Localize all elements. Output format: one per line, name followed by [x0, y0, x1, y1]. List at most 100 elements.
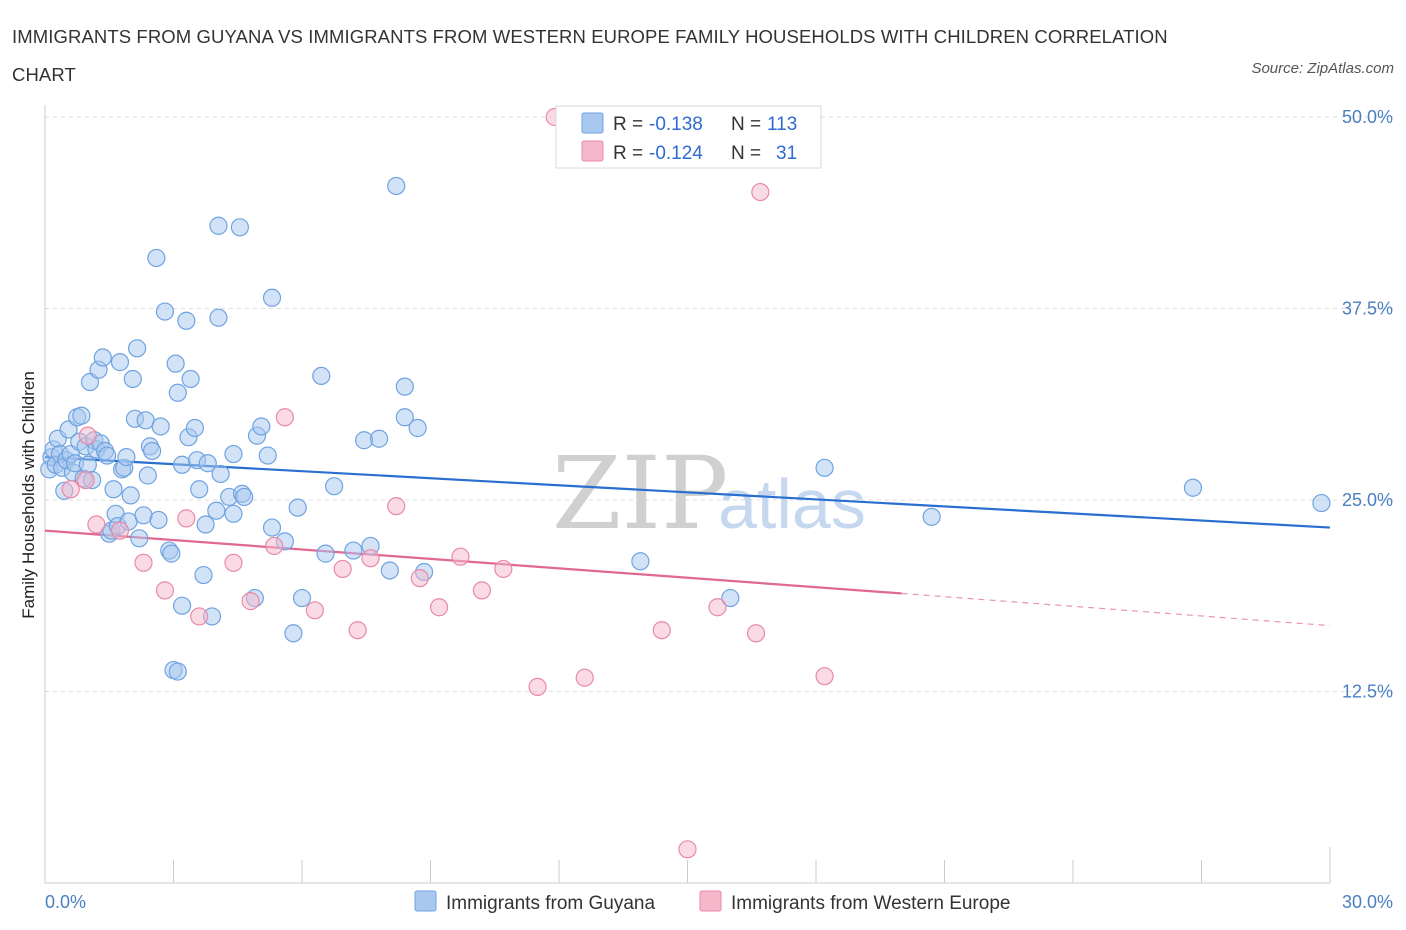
point-guyana-39: [123, 369, 142, 389]
point-western-europe-9: [224, 553, 243, 572]
point-guyana-90: [312, 366, 331, 386]
point-guyana-73: [211, 464, 230, 484]
point-western-europe-28: [708, 598, 727, 617]
point-guyana-53: [162, 544, 181, 563]
point-guyana-85: [262, 518, 282, 537]
point-guyana-43: [134, 506, 153, 525]
point-guyana-97: [380, 561, 399, 580]
point-guyana-100: [395, 377, 414, 396]
point-guyana-108: [1312, 493, 1331, 513]
point-guyana-88: [288, 498, 307, 517]
point-guyana-50: [151, 417, 170, 436]
point-guyana-48: [147, 248, 166, 268]
x-tick-labels: 0.0% 30.0%: [45, 892, 1393, 912]
y-tick-label-2: 37.5%: [1342, 299, 1393, 319]
point-guyana-91: [316, 544, 335, 563]
watermark-atlas: atlas: [718, 465, 866, 543]
point-guyana-75: [224, 444, 243, 464]
x-tick-label-0: 0.0%: [45, 892, 86, 912]
point-western-europe-31: [815, 667, 834, 686]
point-western-europe-1: [76, 470, 95, 490]
point-guyana-58: [172, 455, 192, 474]
point-guyana-62: [181, 369, 200, 389]
point-guyana-49: [149, 510, 168, 530]
point-guyana-87: [284, 624, 303, 643]
point-guyana-66: [194, 565, 213, 585]
point-western-europe-18: [410, 569, 429, 588]
point-guyana-96: [370, 429, 389, 448]
point-western-europe-29: [746, 624, 766, 643]
point-guyana-56: [166, 354, 185, 373]
legend-r-value-2: -0.124: [649, 143, 703, 164]
point-western-europe-5: [134, 553, 153, 572]
point-guyana-77: [230, 218, 249, 237]
point-guyana-106: [922, 507, 941, 526]
legend-n-value-2: 31: [776, 143, 797, 164]
point-western-europe-30: [751, 182, 770, 202]
legend-r-label-2: R =: [613, 143, 643, 164]
point-western-europe-23: [528, 677, 547, 697]
point-guyana-59: [172, 596, 192, 615]
point-guyana-104: [721, 588, 740, 608]
point-western-europe-0: [61, 480, 80, 499]
point-western-europe-21: [472, 581, 491, 600]
point-western-europe-3: [87, 515, 106, 534]
point-guyana-94: [355, 431, 374, 450]
legend-swatch-western-europe: [581, 140, 604, 162]
point-guyana-84: [262, 288, 282, 307]
point-western-europe-16: [361, 549, 380, 568]
point-guyana-47: [142, 441, 162, 461]
point-western-europe-25: [575, 668, 594, 687]
legend-n-label-2: N =: [731, 143, 761, 164]
point-guyana-71: [209, 216, 228, 235]
y-tick-label-0: 12.5%: [1342, 682, 1393, 702]
point-western-europe-15: [348, 621, 367, 640]
point-guyana-36: [117, 448, 136, 467]
point-guyana-99: [395, 408, 414, 427]
legend-r-value-1: -0.138: [649, 114, 703, 135]
point-western-europe-12: [275, 408, 294, 427]
point-guyana-68: [198, 454, 217, 473]
data-points: [40, 107, 1331, 859]
point-western-europe-7: [177, 509, 196, 528]
point-guyana-82: [252, 417, 271, 436]
point-guyana-83: [258, 446, 277, 465]
chart-title: IMMIGRANTS FROM GUYANA VS IMMIGRANTS FRO…: [12, 26, 1168, 85]
point-western-europe-4: [110, 521, 130, 540]
point-guyana-93: [344, 541, 363, 560]
y-axis-title: Family Households with Children: [19, 371, 38, 619]
trend-line-1: [44, 529, 902, 595]
point-guyana-72: [209, 308, 228, 327]
point-guyana-25: [93, 348, 112, 367]
point-guyana-30: [104, 480, 123, 499]
point-guyana-103: [631, 552, 650, 571]
legend: R = -0.138 N = 113 R = -0.124 N = 31: [555, 105, 822, 169]
legend-swatch-guyana: [581, 112, 604, 134]
point-western-europe-13: [305, 601, 324, 620]
trend-line-0: [44, 456, 1331, 529]
bottom-legend-swatch-western-europe: [699, 890, 722, 912]
point-guyana-42: [130, 529, 149, 548]
axes: [44, 105, 1331, 884]
legend-n-label-1: N =: [731, 114, 761, 135]
point-guyana-38: [121, 486, 140, 505]
point-western-europe-11: [265, 536, 284, 556]
point-guyana-27: [98, 446, 117, 465]
point-guyana-41: [127, 339, 147, 358]
point-guyana-105: [815, 458, 834, 477]
trend-lines: [44, 456, 1331, 627]
point-guyana-45: [138, 466, 157, 485]
x-tick-label-1: 30.0%: [1342, 892, 1393, 912]
point-western-europe-14: [333, 559, 352, 579]
point-guyana-89: [292, 588, 312, 608]
point-guyana-70: [207, 501, 226, 520]
point-guyana-67: [196, 515, 215, 534]
point-guyana-101: [408, 418, 427, 438]
point-guyana-79: [235, 487, 254, 507]
legend-r-label-1: R =: [613, 114, 643, 135]
point-guyana-51: [155, 302, 175, 321]
bottom-legend-label-guyana: Immigrants from Guyana: [446, 893, 655, 914]
y-tick-label-3: 50.0%: [1342, 107, 1393, 127]
y-tick-labels: 12.5% 25.0% 37.5% 50.0%: [1342, 107, 1393, 702]
